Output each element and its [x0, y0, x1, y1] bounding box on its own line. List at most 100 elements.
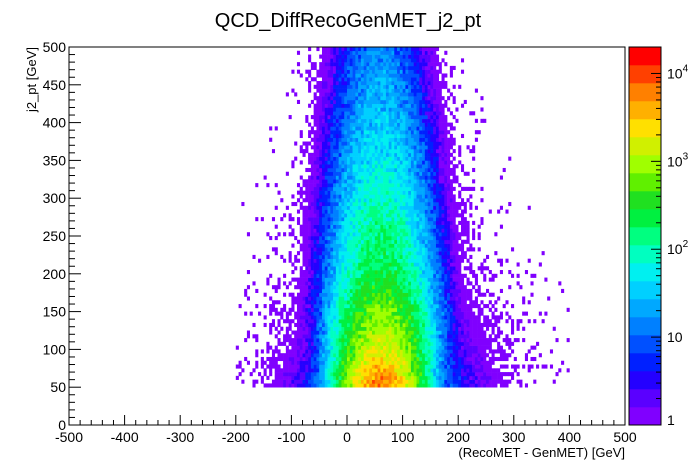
heatmap-bin	[349, 149, 353, 154]
heatmap-bin	[288, 338, 292, 343]
heatmap-bin	[410, 156, 415, 161]
heatmap-bin	[458, 149, 462, 154]
heatmap-bin	[410, 315, 415, 320]
heatmap-bin	[413, 198, 417, 203]
heatmap-bin	[319, 239, 323, 244]
heatmap-bin	[291, 277, 295, 282]
heatmap-bin	[449, 379, 453, 384]
heatmap-bin	[377, 315, 381, 320]
heatmap-bin	[497, 209, 501, 214]
heatmap-bin	[302, 209, 306, 214]
heatmap-bin	[296, 356, 301, 362]
heatmap-bin	[402, 194, 406, 199]
heatmap-bin	[316, 160, 320, 165]
heatmap-bin	[355, 115, 359, 120]
heatmap-bin	[447, 198, 451, 203]
heatmap-bin	[288, 341, 292, 346]
heatmap-bin	[369, 122, 373, 127]
heatmap-bin	[344, 217, 348, 222]
heatmap-bin	[313, 130, 317, 135]
heatmap-bin	[399, 247, 403, 252]
heatmap-bin	[333, 152, 337, 157]
heatmap-bin	[369, 152, 373, 157]
heatmap-bin	[413, 111, 417, 116]
heatmap-bin	[285, 349, 289, 354]
heatmap-bin	[330, 141, 334, 146]
heatmap-bin	[383, 262, 387, 267]
heatmap-bin	[377, 288, 381, 293]
heatmap-bin	[321, 319, 326, 324]
heatmap-bin	[416, 236, 420, 241]
heatmap-bin	[288, 349, 292, 354]
heatmap-bin	[438, 186, 442, 191]
heatmap-bin	[338, 288, 342, 293]
heatmap-bin	[416, 149, 420, 154]
heatmap-bin	[391, 326, 395, 331]
heatmap-bin	[430, 360, 434, 365]
heatmap-bin	[422, 322, 426, 328]
heatmap-bin	[452, 319, 456, 324]
heatmap-bin	[410, 372, 415, 377]
heatmap-bin	[235, 364, 239, 369]
heatmap-bin	[383, 213, 387, 218]
heatmap-bin	[416, 141, 420, 146]
heatmap-bin	[344, 296, 348, 301]
heatmap-bin	[419, 179, 423, 184]
heatmap-bin	[385, 236, 389, 241]
heatmap-bin	[416, 307, 420, 312]
heatmap-bin	[452, 205, 456, 210]
heatmap-bin	[469, 205, 473, 210]
heatmap-bin	[291, 368, 295, 373]
heatmap-bin	[433, 171, 437, 176]
heatmap-bin	[324, 164, 328, 169]
heatmap-bin	[321, 152, 326, 157]
heatmap-bin	[419, 156, 423, 161]
heatmap-bin	[441, 368, 445, 373]
heatmap-bin	[335, 296, 339, 301]
heatmap-bin	[372, 145, 376, 150]
heatmap-bin	[394, 201, 398, 207]
heatmap-bin	[321, 326, 326, 331]
heatmap-bin	[427, 152, 431, 157]
heatmap-bin	[458, 345, 462, 350]
heatmap-bin	[313, 273, 317, 278]
heatmap-bin	[435, 175, 440, 180]
heatmap-bin	[355, 164, 359, 169]
heatmap-bin	[424, 322, 428, 328]
heatmap-bin	[324, 296, 328, 301]
heatmap-bin	[424, 304, 428, 309]
heatmap-bin	[410, 349, 415, 354]
heatmap-bin	[427, 133, 431, 139]
heatmap-bin	[419, 205, 423, 210]
heatmap-bin	[452, 171, 456, 176]
heatmap-bin	[269, 326, 273, 331]
heatmap-bin	[433, 198, 437, 203]
heatmap-bin	[380, 326, 384, 331]
heatmap-bin	[399, 307, 403, 312]
heatmap-bin	[472, 364, 476, 369]
heatmap-bin	[430, 254, 434, 259]
heatmap-bin	[455, 239, 459, 244]
heatmap-bin	[416, 115, 420, 120]
heatmap-bin	[397, 239, 401, 244]
heatmap-bin	[341, 243, 345, 248]
heatmap-bin	[385, 338, 389, 343]
heatmap-bin	[391, 198, 395, 203]
heatmap-bin	[327, 349, 331, 354]
heatmap-bin	[335, 141, 339, 146]
heatmap-bin	[319, 375, 323, 380]
heatmap-bin	[338, 349, 342, 354]
heatmap-bin	[246, 285, 250, 290]
heatmap-bin	[452, 262, 456, 267]
heatmap-bin	[330, 383, 334, 388]
heatmap-bin	[408, 292, 412, 297]
heatmap-bin	[441, 171, 445, 176]
heatmap-bin	[466, 307, 470, 312]
heatmap-bin	[385, 364, 389, 369]
heatmap-bin	[541, 251, 545, 256]
heatmap-bin	[410, 145, 415, 150]
heatmap-bin	[480, 326, 484, 331]
heatmap-bin	[433, 296, 437, 301]
heatmap-bin	[310, 315, 314, 320]
heatmap-bin	[449, 266, 453, 271]
